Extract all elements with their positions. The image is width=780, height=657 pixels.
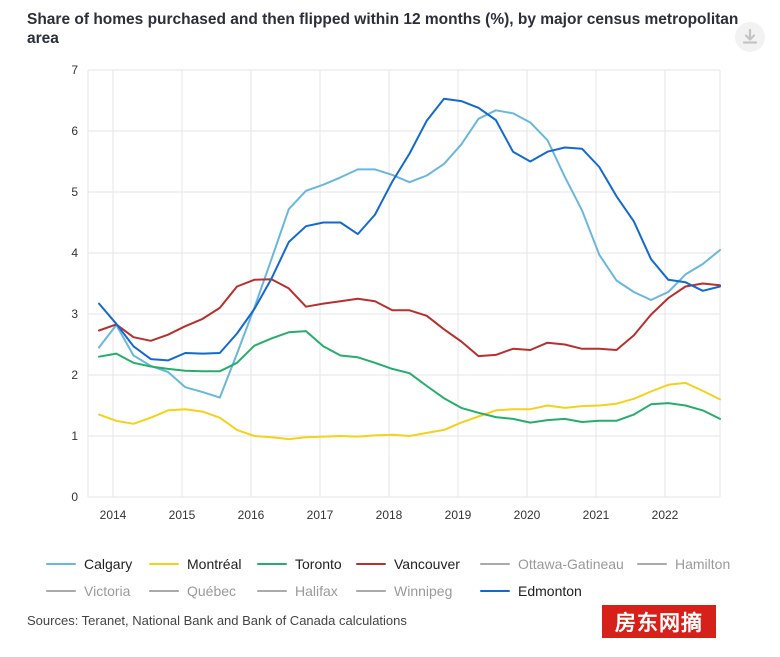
download-button[interactable] — [735, 22, 765, 52]
y-axis: 0 1 2 3 4 5 6 7 — [71, 63, 78, 504]
legend-label: Hamilton — [675, 556, 731, 572]
legend-label: Montréal — [187, 556, 242, 572]
y-tick-label: 4 — [71, 246, 78, 260]
legend-item-victoria[interactable]: Victoria — [46, 583, 130, 599]
legend-label: Halifax — [295, 583, 338, 599]
legend-item-toronto[interactable]: Toronto — [257, 556, 342, 572]
legend-swatch — [356, 562, 386, 566]
chart-title: Share of homes purchased and then flippe… — [27, 11, 739, 47]
series-line-toronto — [98, 330, 721, 424]
legend-item-montr-al[interactable]: Montréal — [149, 556, 241, 572]
y-tick-label: 0 — [71, 490, 78, 504]
x-tick-label: 2015 — [169, 508, 196, 522]
legend-swatch — [637, 562, 667, 566]
y-tick-label: 6 — [71, 124, 78, 138]
series-line-vancouver — [98, 278, 721, 358]
x-tick-label: 2017 — [307, 508, 334, 522]
legend-label: Vancouver — [394, 556, 460, 572]
legend-label: Victoria — [84, 583, 131, 599]
legend-label: Ottawa-Gatineau — [518, 556, 624, 572]
legend-swatch — [46, 562, 76, 566]
watermark-stamp: 房东网摘 — [602, 605, 716, 638]
x-tick-label: 2018 — [376, 508, 403, 522]
legend-label: Edmonton — [518, 583, 582, 599]
legend-swatch — [257, 589, 287, 593]
y-tick-label: 2 — [71, 368, 78, 382]
x-tick-label: 2014 — [100, 508, 127, 522]
series-line-montr-al — [98, 381, 721, 441]
legend-item-ottawa-gatineau[interactable]: Ottawa-Gatineau — [480, 556, 624, 572]
series-line-calgary — [98, 109, 721, 399]
legend-item-qu-bec[interactable]: Québec — [149, 583, 236, 599]
series-line-edmonton — [98, 97, 721, 362]
legend-label: Winnipeg — [394, 583, 453, 599]
legend-item-halifax[interactable]: Halifax — [257, 583, 338, 599]
source-note: Sources: Teranet, National Bank and Bank… — [27, 613, 407, 628]
legend-swatch — [480, 589, 510, 593]
legend-item-edmonton[interactable]: Edmonton — [480, 583, 582, 599]
legend-item-calgary[interactable]: Calgary — [46, 556, 132, 572]
grid-lines — [87, 69, 721, 498]
x-tick-label: 2021 — [583, 508, 610, 522]
x-tick-label: 2020 — [514, 508, 541, 522]
x-tick-label: 2016 — [238, 508, 265, 522]
line-chart: 0 1 2 3 4 5 6 7 2014 2015 2016 2017 2018 2019 2020 202… — [71, 63, 721, 522]
y-tick-label: 7 — [71, 63, 78, 77]
series-lines — [98, 97, 721, 441]
x-axis: 2014 2015 2016 2017 2018 2019 2020 2021 2022 — [100, 508, 679, 522]
legend-swatch — [257, 562, 287, 566]
legend-item-winnipeg[interactable]: Winnipeg — [356, 583, 452, 599]
legend-swatch — [46, 589, 76, 593]
legend-swatch — [149, 562, 179, 566]
legend-label: Québec — [187, 583, 237, 599]
legend-swatch — [356, 589, 386, 593]
legend-item-vancouver[interactable]: Vancouver — [356, 556, 460, 572]
legend-swatch — [149, 589, 179, 593]
legend-label: Calgary — [84, 556, 133, 572]
legend-label: Toronto — [295, 556, 342, 572]
legend-item-hamilton[interactable]: Hamilton — [637, 556, 730, 572]
x-tick-label: 2022 — [652, 508, 679, 522]
y-tick-label: 1 — [71, 429, 78, 443]
y-tick-label: 3 — [71, 307, 78, 321]
x-tick-label: 2019 — [445, 508, 472, 522]
y-tick-label: 5 — [71, 185, 78, 199]
download-icon — [742, 28, 758, 44]
legend-swatch — [480, 562, 510, 566]
